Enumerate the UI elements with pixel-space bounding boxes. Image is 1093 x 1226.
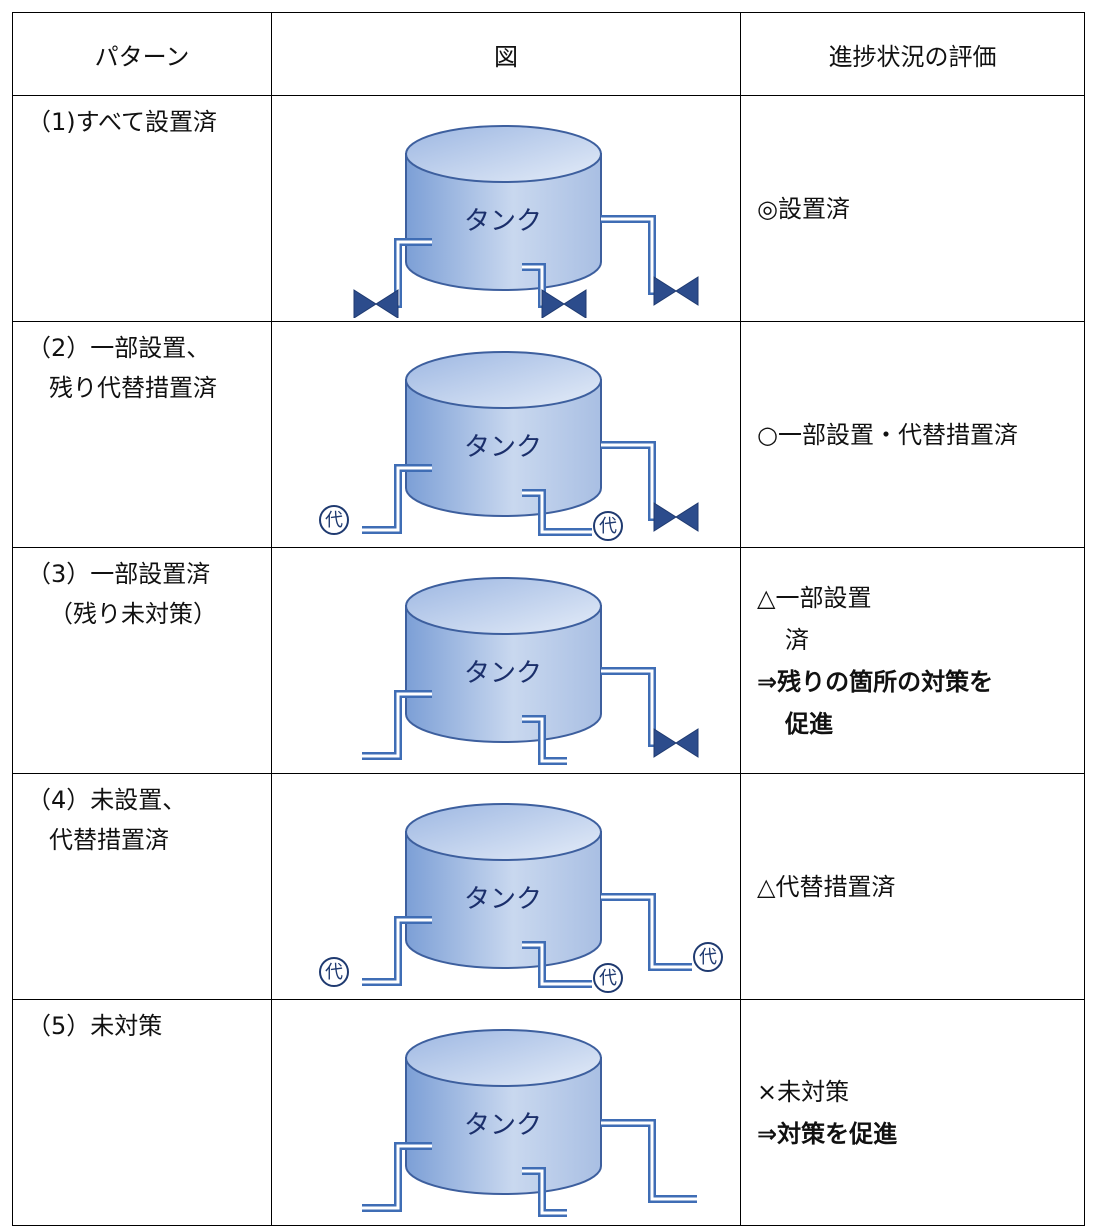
tank-label: タンク <box>464 433 542 463</box>
evaluation-cell: ◎設置済 <box>740 95 1085 322</box>
evaluation-text: ◎設置済 <box>757 194 850 223</box>
evaluation-text: 促進 <box>785 709 833 738</box>
header-cell: パターン <box>12 12 272 96</box>
figure-cell: タンク <box>271 547 741 774</box>
evaluation-cell: △代替措置済 <box>740 773 1085 1000</box>
evaluation-cell: △一部設置済 ⇒残りの箇所の対策を促進 <box>740 547 1085 774</box>
tank-label: タンク <box>464 659 542 689</box>
valve <box>353 289 399 318</box>
pattern-text: （4）未設置、 <box>27 786 187 814</box>
alt-mark-circle <box>593 963 623 993</box>
alt-mark: 代 <box>699 947 717 968</box>
header-cell: 進捗状況の評価 <box>740 12 1085 96</box>
pipe <box>601 1119 697 1203</box>
evaluation-text: △代替措置済 <box>757 872 896 901</box>
row: （1)すべて設置済タンク ◎設置済 <box>12 95 1085 322</box>
evaluation-text: ○一部設置・代替措置済 <box>757 420 1018 449</box>
alt-mark: 代 <box>599 968 617 989</box>
evaluation-text: ⇒対策を促進 <box>757 1119 898 1148</box>
pattern-text: 残り代替措置済 <box>49 374 217 402</box>
figure-cell: タンク代代代 <box>271 773 741 1000</box>
tank-top <box>405 125 602 183</box>
pipe-inner <box>362 466 432 532</box>
tank-body <box>405 153 602 291</box>
pattern-text: （3）一部設置済 <box>27 560 211 588</box>
row: （4）未設置、 代替措置済 タンク代代代 △代替措置済 <box>12 773 1085 1000</box>
valve <box>653 728 699 758</box>
alt-mark: 代 <box>325 962 343 983</box>
row: （5）未対策タンク ×未対策 ⇒対策を促進 <box>12 999 1085 1226</box>
header-row: パターン 図 進捗状況の評価 <box>12 12 1085 96</box>
evaluation-cell: ×未対策 ⇒対策を促進 <box>740 999 1085 1226</box>
pattern-text: 代替措置済 <box>49 826 169 854</box>
pattern-cell: （3）一部設置済 （残り未対策） <box>12 547 272 774</box>
pattern-text: （1)すべて設置済 <box>27 108 217 136</box>
pipe-inner <box>601 895 692 969</box>
pipe-inner <box>362 692 432 758</box>
tank-figure: タンク <box>353 125 699 318</box>
tank-body <box>405 1057 602 1195</box>
pipe <box>601 893 692 971</box>
alt-mark-circle <box>693 942 723 972</box>
pattern-text: （残り未対策） <box>49 600 217 628</box>
pattern-text: （5）未対策 <box>27 1012 163 1040</box>
figure-cell: タンク <box>271 999 741 1226</box>
tank-label: タンク <box>464 885 542 915</box>
tank-body <box>405 831 602 969</box>
figure-cell: タンク代 代 <box>271 321 741 548</box>
alt-mark-circle <box>319 505 349 535</box>
pipe-inner <box>522 717 567 763</box>
alt-mark: 代 <box>599 516 617 537</box>
evaluation-text: △一部設置 <box>757 583 872 612</box>
pipe-inner <box>522 491 592 534</box>
pattern-cell: （4）未設置、 代替措置済 <box>12 773 272 1000</box>
pattern-cell: （1)すべて設置済 <box>12 95 272 322</box>
tank-figure: タンク <box>362 577 699 765</box>
evaluation-text: ⇒残りの箇所の対策を <box>757 667 994 696</box>
alt-mark-circle <box>319 957 349 987</box>
pipe-inner <box>601 1121 697 1201</box>
tank-top <box>405 577 602 635</box>
evaluation-cell: ○一部設置・代替措置済 <box>740 321 1085 548</box>
tank-label: タンク <box>464 207 542 237</box>
valve <box>653 502 699 532</box>
figure-cell: タンク <box>271 95 741 322</box>
row: （2）一部設置、 残り代替措置済 タンク代代 ○一部設置・代替措置済 <box>12 321 1085 548</box>
table-body: パターン 図 進捗状況の評価 （1)すべて設置済タンク ◎設置済 （2）一部設置、残… <box>12 12 1085 1226</box>
pattern-cell: （5）未対策 <box>12 999 272 1226</box>
pattern-text: （2）一部設置、 <box>27 334 211 362</box>
evaluation-text: 済 <box>785 625 809 654</box>
header-cell: 図 <box>271 12 741 96</box>
valve <box>653 276 699 306</box>
pattern-cell: （2）一部設置、残り代替措置済 <box>12 321 272 548</box>
tank-body <box>405 379 602 517</box>
tank-figure: タンク <box>362 1029 697 1217</box>
tank-top <box>405 351 602 409</box>
pipe-inner <box>522 943 592 986</box>
valve <box>541 289 587 318</box>
tank-body <box>405 605 602 743</box>
pattern-table: パターン 図 進捗状況の評価 （1)すべて設置済タンク ◎設置済 （2）一部設置、残… <box>12 12 1085 1226</box>
alt-mark-circle <box>593 511 623 541</box>
tank-top <box>405 1029 602 1087</box>
row: （3）一部設置済 （残り未対策） タンク △一部設置済 ⇒残りの箇所の対策を促進 <box>12 547 1085 774</box>
alt-mark: 代 <box>325 510 343 531</box>
tank-top <box>405 803 602 861</box>
evaluation-text: ×未対策 <box>757 1077 850 1106</box>
tank-label: タンク <box>464 1111 542 1141</box>
pipe-inner <box>362 918 432 984</box>
